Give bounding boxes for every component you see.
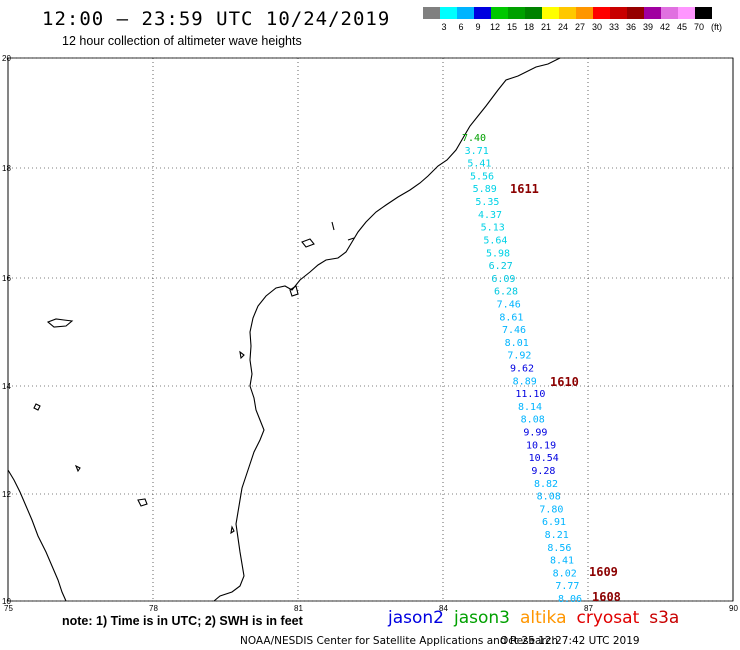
lat-tick-label: 12 bbox=[2, 490, 11, 499]
island-10 bbox=[290, 286, 298, 296]
wave-height-label: 7.40 bbox=[462, 133, 486, 144]
wave-height-label: 6.28 bbox=[494, 287, 518, 298]
lat-tick-label: 14 bbox=[2, 382, 11, 391]
wave-height-label: 8.61 bbox=[499, 312, 523, 323]
wave-height-label: 9.28 bbox=[531, 466, 555, 477]
lat-tick-label: 16 bbox=[2, 274, 11, 283]
satellite-legend: jason2 jason3 altika cryosat s3a bbox=[388, 608, 689, 628]
wave-height-label: 8.82 bbox=[534, 479, 558, 490]
footer-timestamp: Oct 25 12:27:42 UTC 2019 bbox=[500, 635, 640, 647]
wave-height-label: 5.35 bbox=[475, 197, 499, 208]
island-9 bbox=[240, 352, 244, 358]
wave-height-label: 6.27 bbox=[489, 261, 513, 272]
wave-height-label: 7.80 bbox=[539, 504, 563, 515]
wave-height-label: 9.99 bbox=[523, 428, 547, 439]
lat-tick-label: 18 bbox=[2, 164, 11, 173]
pass-time-label: 1608 bbox=[592, 590, 621, 604]
wave-height-label: 8.02 bbox=[553, 568, 577, 579]
wave-height-label: 5.56 bbox=[470, 171, 494, 182]
pass-time-label: 1610 bbox=[550, 375, 579, 389]
wave-height-label: 8.21 bbox=[545, 530, 569, 541]
island-3 bbox=[76, 466, 80, 471]
lon-tick-label: 81 bbox=[294, 604, 303, 613]
lon-tick-label: 90 bbox=[729, 604, 738, 613]
wave-height-label: 6.91 bbox=[542, 517, 566, 528]
wave-height-label: 5.41 bbox=[467, 159, 491, 170]
wave-height-label: 8.41 bbox=[550, 556, 574, 567]
legend-altika: altika bbox=[520, 608, 567, 628]
legend-s3a: s3a bbox=[649, 608, 679, 628]
legend-jason2: jason2 bbox=[388, 608, 444, 628]
island-7 bbox=[332, 222, 334, 230]
island-2 bbox=[34, 404, 40, 410]
wave-height-label: 10.19 bbox=[526, 440, 556, 451]
wave-height-label: 7.77 bbox=[555, 581, 579, 592]
wave-height-label: 8.14 bbox=[518, 402, 542, 413]
legend-cryosat: cryosat bbox=[577, 608, 640, 628]
pass-time-label: 1611 bbox=[510, 182, 539, 196]
map-frame bbox=[8, 58, 733, 601]
wave-height-label: 9.62 bbox=[510, 364, 534, 375]
lon-tick-label: 78 bbox=[149, 604, 158, 613]
altimeter-map: 75 78 81 84 87 90201816141210 7.403.715.415.5… bbox=[0, 0, 740, 650]
wave-height-label: 8.08 bbox=[537, 492, 561, 503]
lat-tick-label: 10 bbox=[2, 597, 11, 606]
wave-height-observations: 7.40 3.71 5.415.56 5.89 5.35 4.37 5.135.64 5.98… bbox=[462, 133, 582, 605]
lat-lon-grid bbox=[8, 58, 733, 601]
pass-time-label: 1609 bbox=[589, 565, 618, 579]
island-4 bbox=[138, 499, 147, 506]
wave-height-label: 5.98 bbox=[486, 248, 510, 259]
wave-height-label: 4.37 bbox=[478, 210, 502, 221]
axis-tick-labels: 75 78 81 84 87 90201816141210 bbox=[2, 54, 738, 613]
coastline-india-west bbox=[8, 470, 66, 601]
wave-height-label: 8.01 bbox=[505, 338, 529, 349]
wave-height-label: 10.54 bbox=[529, 453, 559, 464]
wave-height-label: 6.09 bbox=[491, 274, 515, 285]
map-note: note: 1) Time is in UTC; 2) SWH is in fe… bbox=[62, 614, 303, 628]
lat-tick-label: 20 bbox=[2, 54, 11, 63]
wave-height-label: 5.13 bbox=[481, 223, 505, 234]
wave-height-label: 8.89 bbox=[513, 376, 537, 387]
island-6 bbox=[302, 239, 314, 247]
legend-jason3: jason3 bbox=[454, 608, 510, 628]
island-1 bbox=[48, 319, 72, 327]
map-footer: NOAA/NESDIS Center for Satellite Applica… bbox=[240, 635, 558, 647]
wave-height-label: 8.56 bbox=[547, 543, 571, 554]
wave-height-label: 11.10 bbox=[515, 389, 545, 400]
wave-height-label: 8.06 bbox=[558, 594, 582, 605]
wave-height-label: 7.46 bbox=[497, 299, 521, 310]
wave-height-label: 3.71 bbox=[465, 146, 489, 157]
island-5 bbox=[231, 527, 234, 533]
wave-height-label: 8.08 bbox=[521, 415, 545, 426]
wave-height-label: 5.89 bbox=[473, 184, 497, 195]
wave-height-label: 5.64 bbox=[483, 235, 507, 246]
wave-height-label: 7.92 bbox=[507, 351, 531, 362]
wave-height-label: 7.46 bbox=[502, 325, 526, 336]
